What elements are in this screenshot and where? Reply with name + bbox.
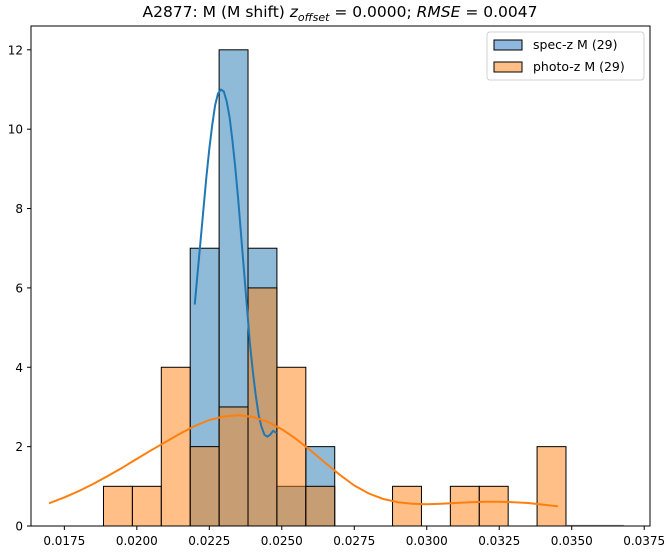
photo-z-bar-5 bbox=[247, 287, 278, 527]
y-tick-label: 10 bbox=[8, 123, 23, 137]
kde-curves bbox=[48, 88, 559, 508]
x-tick-label: 0.0175 bbox=[43, 534, 85, 548]
x-tick-label: 0.0275 bbox=[333, 534, 375, 548]
y-tick-label: 2 bbox=[15, 440, 23, 454]
y-tick-label: 0 bbox=[15, 520, 23, 534]
photo-z-bar-3 bbox=[189, 446, 220, 527]
y-axis-ticks: 0 2 4 6 8 10 12 bbox=[8, 43, 31, 534]
svg-text:A2877: M (M shift) zoffset = 0: A2877: M (M shift) zoffset = 0.0000; RMS… bbox=[142, 3, 537, 24]
y-tick-label: 12 bbox=[8, 43, 23, 57]
y-tick-label: 4 bbox=[15, 361, 23, 375]
photo-z-bar-2 bbox=[160, 366, 191, 527]
title-z-subscript: offset bbox=[298, 11, 330, 24]
title-z-value: = 0.0000; bbox=[329, 3, 416, 21]
photo-z-bars bbox=[102, 287, 567, 527]
photo-z-bar-6 bbox=[276, 366, 307, 527]
y-tick-label: 6 bbox=[15, 281, 23, 295]
spec-z-kde-line bbox=[193, 88, 277, 438]
x-tick-label: 0.0225 bbox=[188, 534, 230, 548]
photo-z-bar-7 bbox=[305, 485, 336, 527]
title-prefix: A2877: M (M shift) bbox=[142, 3, 289, 21]
y-tick-label: 8 bbox=[15, 202, 23, 216]
x-tick-label: 0.0200 bbox=[116, 534, 158, 548]
legend-label-photo: photo-z M (29) bbox=[533, 59, 625, 74]
x-tick-label: 0.0350 bbox=[551, 534, 593, 548]
title-rmse-symbol: RMSE bbox=[417, 3, 461, 21]
photo-z-bar-4 bbox=[218, 406, 249, 527]
title-z-symbol: z bbox=[289, 3, 299, 21]
title-rmse-value: = 0.0047 bbox=[460, 3, 537, 21]
legend-box bbox=[486, 31, 645, 81]
legend-swatch-photo bbox=[493, 61, 523, 73]
photo-z-bar-13 bbox=[478, 485, 509, 527]
photo-z-bar-10 bbox=[392, 485, 422, 527]
chart-title: A2877: M (M shift) zoffset = 0.0000; RMS… bbox=[142, 3, 537, 24]
x-tick-label: 0.0375 bbox=[623, 534, 665, 548]
photo-z-bar-1 bbox=[131, 485, 162, 527]
legend-swatch-spec bbox=[493, 39, 523, 51]
legend: spec-z M (29) photo-z M (29) bbox=[486, 31, 645, 81]
x-tick-label: 0.0250 bbox=[261, 534, 303, 548]
photo-z-bar-12 bbox=[449, 485, 480, 527]
photo-z-bar-0 bbox=[102, 485, 133, 527]
plot-frame bbox=[30, 25, 651, 527]
photo-z-kde-line bbox=[48, 414, 559, 508]
photo-z-bar-15 bbox=[536, 446, 567, 527]
x-tick-label: 0.0325 bbox=[478, 534, 520, 548]
x-tick-label: 0.0300 bbox=[406, 534, 448, 548]
legend-label-spec: spec-z M (29) bbox=[533, 37, 617, 52]
x-axis-ticks: 0.0175 0.0200 0.0225 0.0250 0.0275 0.0300 0.03… bbox=[43, 526, 665, 548]
